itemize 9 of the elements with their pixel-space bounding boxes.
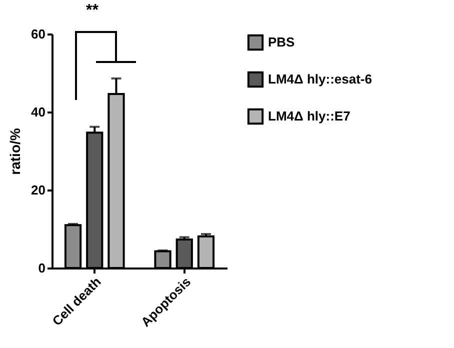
- legend-label: PBS: [268, 34, 296, 50]
- y-tick-label: 60: [31, 26, 46, 42]
- text: **: [86, 2, 98, 20]
- y-tick-label: 40: [31, 104, 46, 120]
- y-axis-title: ratio/%: [7, 128, 24, 175]
- legend-label: LM4Δ hly::esat-6: [268, 72, 372, 86]
- legend-label: LM4Δ hly::E7: [268, 108, 350, 124]
- y-tick-label: 0: [38, 260, 46, 276]
- y-tick-label: 20: [31, 182, 46, 198]
